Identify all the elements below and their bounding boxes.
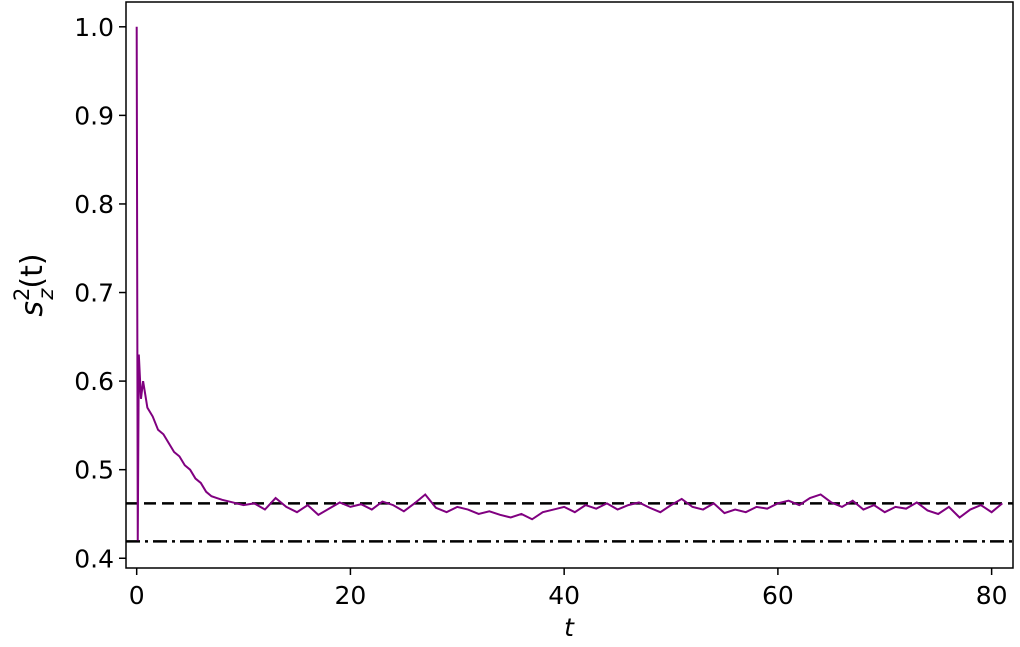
y-tick-label: 1.0 [74,13,114,42]
x-tick-label: 0 [129,581,145,610]
y-label-sub: z [34,288,58,301]
plot-area [126,26,1013,543]
x-tick-label: 40 [548,581,580,610]
y-tick-label: 0.7 [74,279,114,308]
x-tick-label: 80 [976,581,1008,610]
y-tick-label: 0.6 [74,367,114,396]
y-label-base: s [15,301,50,317]
y-tick-label: 0.4 [74,544,114,573]
data-line [135,26,1003,541]
y-label-sup: 2 [10,288,34,301]
axes-frame [125,1,1014,569]
y-axis-label: s2z(t) [10,253,58,316]
y-tick-label: 0.8 [74,190,114,219]
x-axis-label: t [564,613,575,642]
y-tick-label: 0.5 [74,456,114,485]
x-tick-label: 60 [762,581,794,610]
y-tick-label: 0.9 [74,101,114,130]
x-tick-label: 20 [335,581,367,610]
y-label-rest: (t) [15,253,50,288]
